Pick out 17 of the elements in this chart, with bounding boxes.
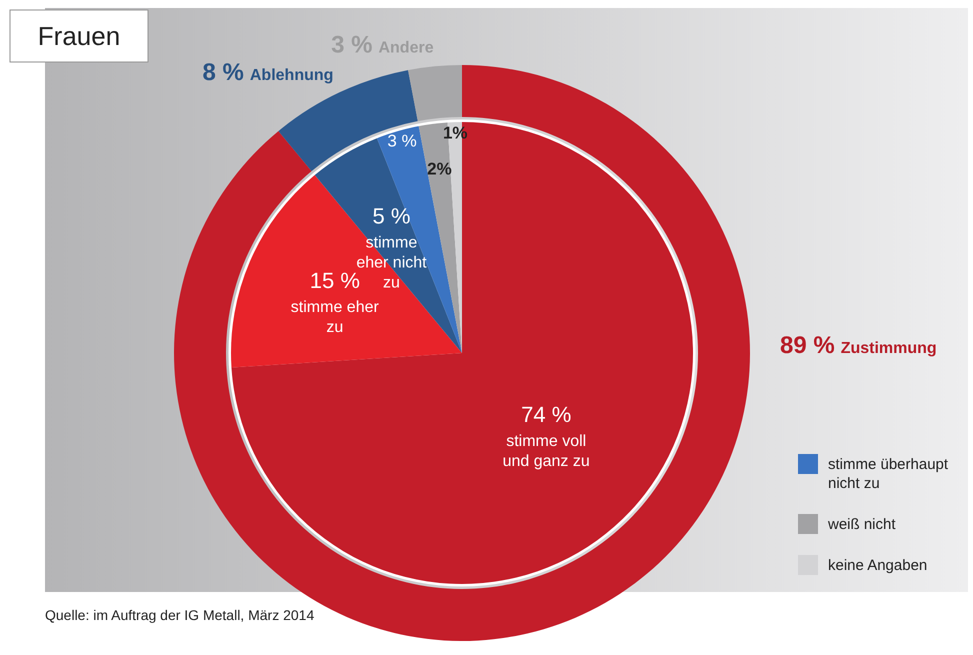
- slice-label: Ablehnung: [250, 66, 334, 84]
- data-label: 3 %: [387, 132, 417, 151]
- data-label: 89 %: [780, 332, 835, 359]
- slice-label: Zustimmung: [840, 340, 937, 357]
- slice-label: stimme voll und ganz zu: [502, 433, 590, 470]
- slice-label: stimme eher zu: [290, 298, 380, 336]
- data-label: 2%: [427, 159, 452, 178]
- data-label: 74 %: [521, 402, 572, 428]
- data-label: 5 %: [372, 204, 410, 229]
- chart-title: Frauen: [38, 21, 120, 51]
- pie-slice: [231, 175, 462, 368]
- legend-label: stimme überhaupt nicht zu: [828, 456, 949, 492]
- source-note: Quelle: im Auftrag der IG Metall, März 2014: [45, 607, 314, 623]
- legend-label: keine Angaben: [828, 557, 928, 574]
- pie-slice: [231, 122, 693, 584]
- data-label: 8 %: [202, 58, 244, 86]
- legend-label: weiß nicht: [827, 516, 896, 533]
